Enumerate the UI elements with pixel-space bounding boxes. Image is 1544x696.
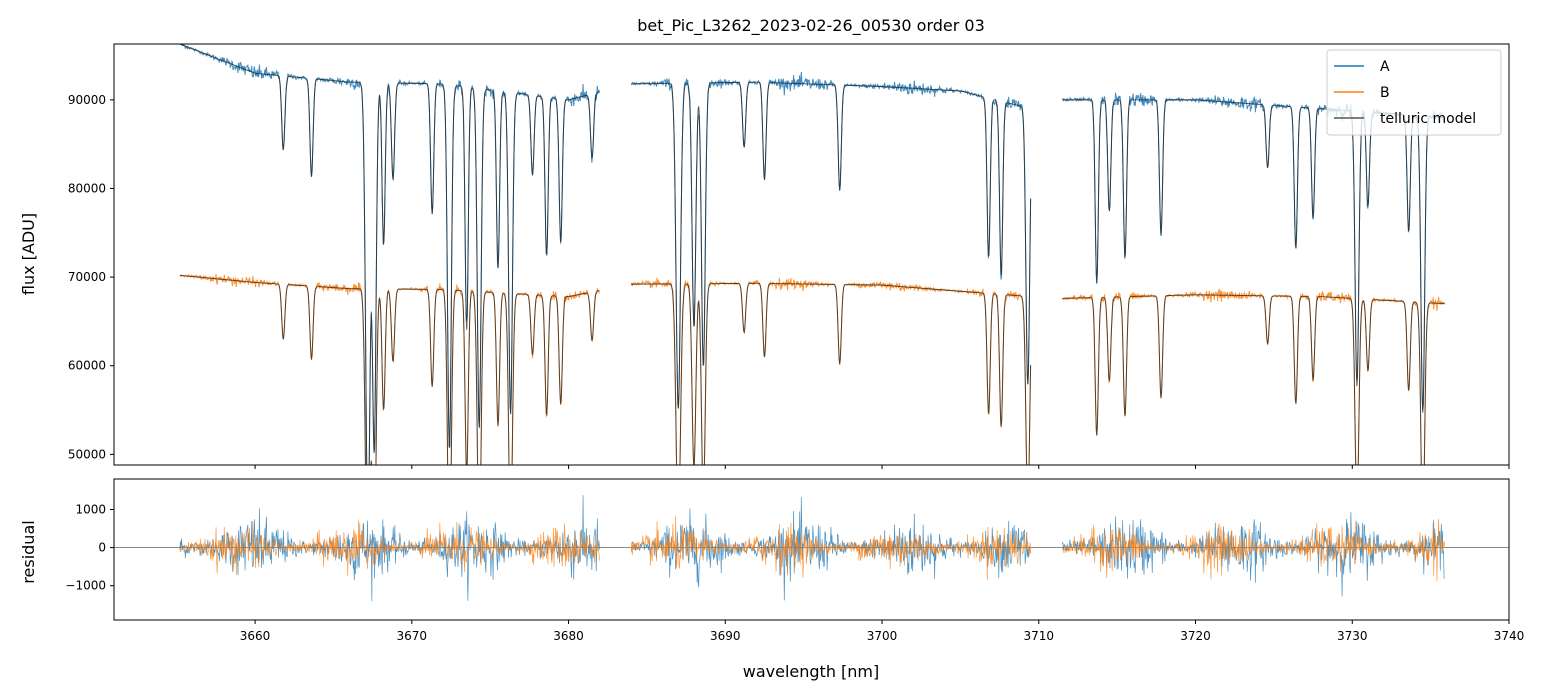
legend-box	[1326, 49, 1502, 136]
residual-y-tick-label: −1000	[65, 579, 106, 593]
flux-y-tick-label: 50000	[68, 447, 106, 461]
x-tick-label: 3740	[1494, 629, 1525, 643]
legend: A B telluric model	[1326, 49, 1502, 136]
residual-y-tick-label: 1000	[75, 502, 106, 516]
legend-label-b: B	[1380, 85, 1390, 101]
flux-plot-area	[179, 44, 1446, 465]
legend-label-telluric-model: telluric model	[1380, 111, 1476, 127]
x-axis-label: wavelength [nm]	[743, 662, 880, 681]
residual-b-segment-0	[179, 519, 600, 576]
residual-b-segment-2	[1061, 519, 1446, 582]
residual-y-tick-label: 0	[98, 541, 106, 555]
flux-x-ticks	[254, 465, 1510, 469]
flux-y-tick-label: 70000	[68, 270, 106, 284]
flux-y-tick-label: 80000	[68, 181, 106, 195]
x-tick-label: 3660	[240, 629, 271, 643]
flux-y-tick-label: 60000	[68, 359, 106, 373]
chart-title: bet_Pic_L3262_2023-02-26_00530 order 03	[637, 16, 985, 36]
telluric-model-b-segment-1	[631, 282, 1032, 465]
residual-b-segment-1	[630, 515, 1031, 581]
x-tick-label: 3700	[867, 629, 898, 643]
residual-y-ticks: −1000 0 1000	[65, 502, 114, 593]
telluric-model-a-segment-1	[631, 81, 1032, 409]
x-tick-label: 3710	[1024, 629, 1055, 643]
residual-a-segment-0	[179, 495, 600, 601]
residual-x-ticks: 3660 3670 3680 3690 3700 3710 3720 3730 3740	[240, 620, 1524, 643]
flux-y-tick-label: 90000	[68, 93, 106, 107]
x-tick-label: 3720	[1180, 629, 1211, 643]
telluric-model-b-segment-0	[179, 274, 600, 465]
x-tick-label: 3690	[710, 629, 741, 643]
x-tick-label: 3730	[1337, 629, 1368, 643]
flux-y-ticks: 50000 60000 70000 80000 90000	[68, 93, 114, 461]
legend-label-a: A	[1380, 59, 1390, 75]
residual-axes-frame	[113, 478, 1510, 621]
residual-a-segment-2	[1061, 511, 1445, 597]
residual-y-axis-label: residual	[19, 520, 38, 583]
residual-plot-area	[114, 495, 1509, 601]
telluric-model-b-segment-2	[1062, 294, 1445, 465]
flux-axes-frame	[113, 43, 1510, 466]
x-tick-label: 3680	[553, 629, 584, 643]
x-tick-label: 3670	[397, 629, 428, 643]
flux-y-axis-label: flux [ADU]	[19, 213, 38, 295]
telluric-model-a-segment-0	[179, 44, 600, 465]
